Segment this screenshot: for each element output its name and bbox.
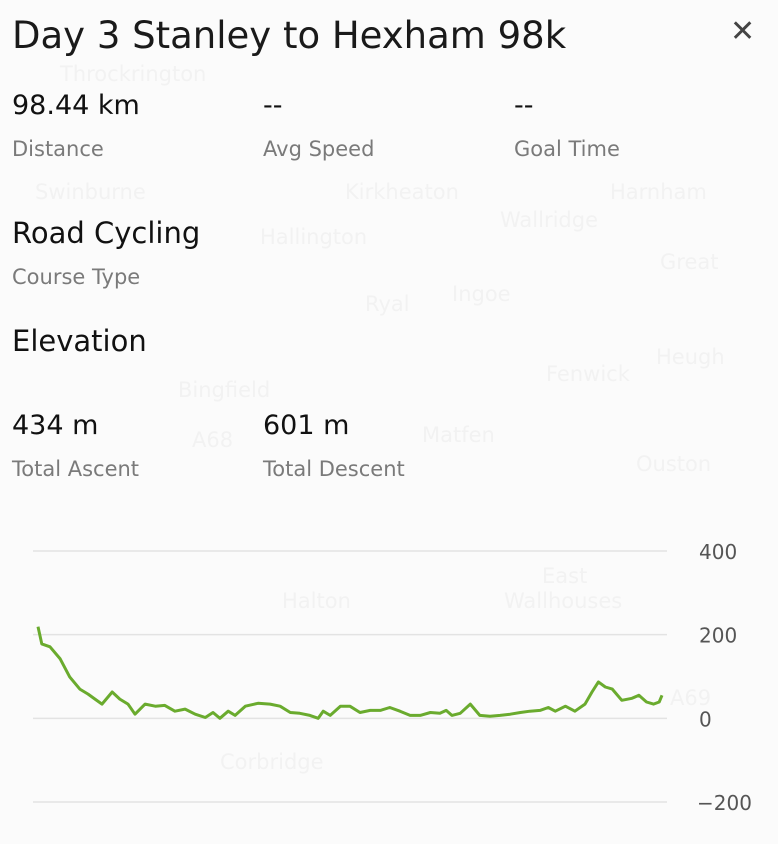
distance-label: Distance bbox=[12, 137, 104, 161]
y-tick-label: 200 bbox=[699, 624, 737, 648]
total-descent-label: Total Descent bbox=[263, 457, 405, 481]
goal-time-value: -- bbox=[514, 90, 534, 121]
total-ascent-value: 434 m bbox=[12, 410, 99, 441]
close-icon[interactable]: ✕ bbox=[730, 14, 756, 49]
elevation-chart[interactable]: 400 200 0 −200 bbox=[0, 530, 778, 844]
distance-value: 98.44 km bbox=[12, 90, 140, 121]
total-ascent-label: Total Ascent bbox=[12, 457, 140, 481]
course-type-value: Road Cycling bbox=[12, 216, 201, 250]
y-tick-label: 400 bbox=[699, 540, 737, 564]
total-descent-value: 601 m bbox=[263, 410, 350, 441]
course-type-label: Course Type bbox=[12, 265, 141, 289]
goal-time-label: Goal Time bbox=[514, 137, 620, 161]
course-title: Day 3 Stanley to Hexham 98k bbox=[12, 14, 567, 57]
avg-speed-value: -- bbox=[263, 90, 283, 121]
avg-speed-label: Avg Speed bbox=[263, 137, 375, 161]
y-tick-label: −200 bbox=[697, 791, 752, 815]
elevation-line bbox=[36, 626, 664, 720]
y-tick-label: 0 bbox=[699, 707, 712, 731]
elevation-heading: Elevation bbox=[12, 324, 147, 358]
